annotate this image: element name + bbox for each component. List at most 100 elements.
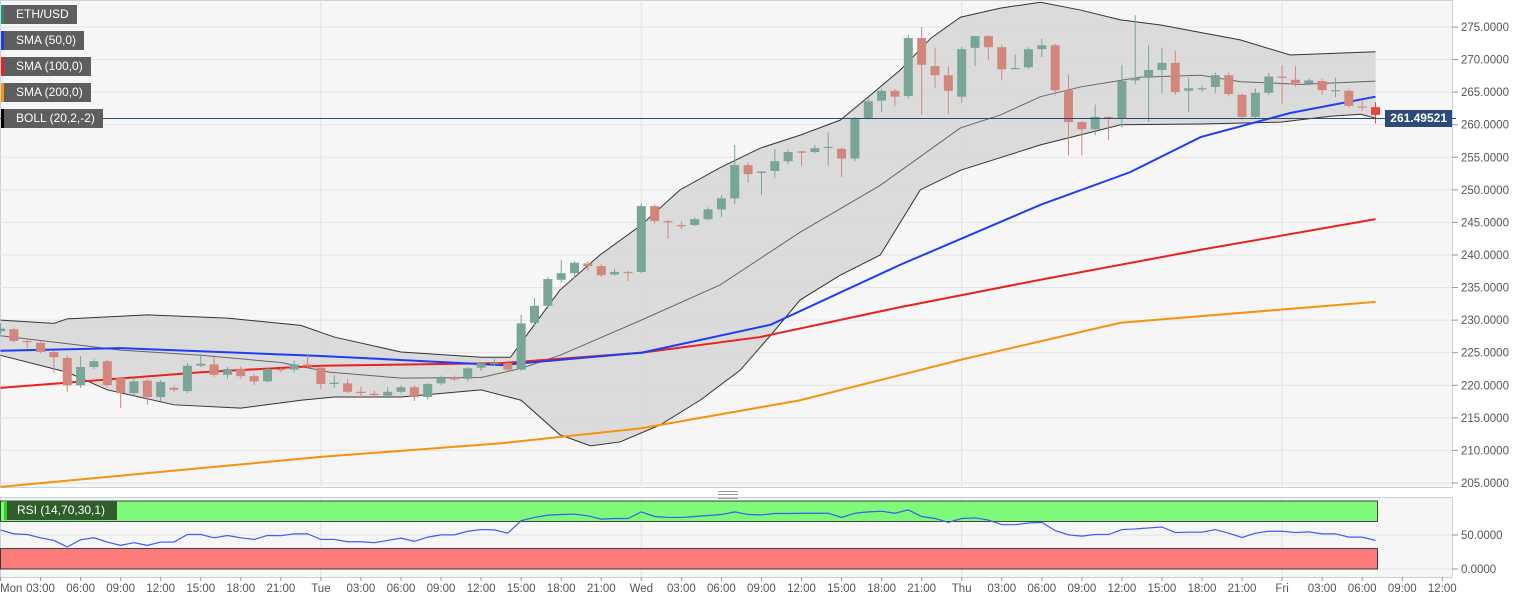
time-tick-label: 06:00: [1027, 583, 1056, 595]
candle-body: [743, 165, 753, 175]
candle-body: [383, 391, 393, 396]
candle: [1104, 116, 1114, 141]
time-tick-label: 18:00: [226, 583, 255, 595]
candle-body: [156, 382, 166, 397]
bollinger-middle-line: [0, 74, 1376, 379]
candle-body: [1331, 90, 1340, 92]
candle-body: [116, 378, 126, 394]
candle: [877, 88, 887, 112]
time-tick-label: 09:00: [1067, 583, 1096, 595]
candle-body: [917, 38, 927, 65]
candle: [1264, 72, 1274, 95]
candle: [489, 359, 499, 366]
candle-body: [1170, 62, 1180, 93]
candle: [476, 361, 486, 371]
sma-50-line: [0, 95, 1376, 367]
bollinger-bands: [0, 1, 1376, 447]
candle: [1224, 72, 1234, 97]
candle-body: [610, 271, 620, 275]
time-tick-label: 09:00: [1388, 583, 1417, 595]
legend-sma-50[interactable]: SMA (50,0): [1, 31, 85, 50]
time-tick-label: 15:00: [186, 583, 215, 595]
candle: [1237, 93, 1247, 120]
candle-body: [983, 36, 993, 48]
candle-body: [636, 206, 646, 272]
time-tick-label: 12:00: [467, 583, 496, 595]
pane-resize-handle[interactable]: [718, 491, 738, 499]
time-tick-label: 12:00: [787, 583, 816, 595]
time-tick-label: Fri: [1275, 583, 1288, 595]
candle: [837, 147, 847, 177]
candle-body: [863, 101, 873, 119]
candle-body: [1104, 116, 1114, 119]
candle-body: [449, 377, 459, 380]
candle: [1290, 66, 1300, 87]
candle: [583, 261, 593, 271]
candle-body: [997, 47, 1007, 70]
candle: [1144, 45, 1154, 123]
candle: [690, 217, 700, 227]
time-tick-label: 03:00: [347, 583, 376, 595]
candle: [663, 219, 673, 239]
candle: [756, 170, 766, 196]
candle: [610, 268, 620, 276]
time-tick-label: 21:00: [1228, 583, 1257, 595]
candle-body: [102, 361, 112, 386]
rsi-oversold-band: [0, 548, 1378, 570]
candle-body: [436, 378, 446, 384]
candle-body: [9, 329, 19, 341]
candle-body: [837, 148, 847, 159]
candle-body: [89, 361, 99, 368]
legend-sma-200[interactable]: SMA (200,0): [1, 83, 91, 102]
candle-body: [1210, 75, 1220, 87]
bollinger-lower-line: [0, 113, 1376, 447]
candle: [316, 365, 326, 390]
time-tick-label: 15:00: [827, 583, 856, 595]
candle-body: [1371, 107, 1381, 115]
candle: [570, 261, 580, 278]
candle-body: [810, 148, 820, 153]
candle: [1010, 54, 1020, 70]
candle-body: [1090, 116, 1100, 130]
time-tick-label: 06:00: [66, 583, 95, 595]
time-tick-label: 12:00: [1428, 583, 1457, 595]
price-tick-label: 240.0000: [1461, 250, 1509, 262]
candle: [236, 366, 246, 379]
time-tick-label: 09:00: [747, 583, 776, 595]
candle: [89, 359, 99, 369]
candle-body: [1290, 79, 1300, 84]
candle-body: [1357, 106, 1367, 108]
candle-body: [1197, 88, 1207, 90]
candle-body: [142, 380, 152, 397]
candle-body: [516, 323, 526, 370]
price-tick-label: 270.0000: [1461, 55, 1509, 67]
candle-body: [1157, 62, 1167, 70]
legend-bollinger[interactable]: BOLL (20,2,-2): [1, 109, 103, 128]
rsi-tick-label: 50.0000: [1461, 530, 1503, 542]
time-tick-label: 03:00: [987, 583, 1016, 595]
time-tick-label: 06:00: [707, 583, 736, 595]
rsi-indicator: [0, 500, 1378, 570]
legend-sma-100[interactable]: SMA (100,0): [1, 57, 91, 76]
legend-eth-usd[interactable]: ETH/USD: [1, 5, 77, 24]
candle-body: [1277, 76, 1287, 78]
candle: [1077, 120, 1087, 156]
candle-body: [276, 368, 286, 371]
legend-rsi[interactable]: RSI (14,70,30,1): [4, 501, 118, 520]
candle-body: [0, 328, 5, 332]
candle-body: [556, 273, 566, 280]
candle-body: [1010, 68, 1020, 70]
candle-body: [663, 221, 673, 223]
price-tick-label: 225.0000: [1461, 348, 1509, 360]
candle: [249, 374, 259, 386]
candle-body: [1144, 69, 1154, 78]
candle-body: [249, 376, 259, 382]
candle-body: [1184, 88, 1194, 91]
candle-body: [797, 151, 806, 153]
candle-body: [903, 38, 913, 97]
price-tick-label: 235.0000: [1461, 283, 1509, 295]
candle: [1317, 79, 1327, 95]
candle-body: [583, 263, 593, 267]
candle: [182, 363, 192, 394]
